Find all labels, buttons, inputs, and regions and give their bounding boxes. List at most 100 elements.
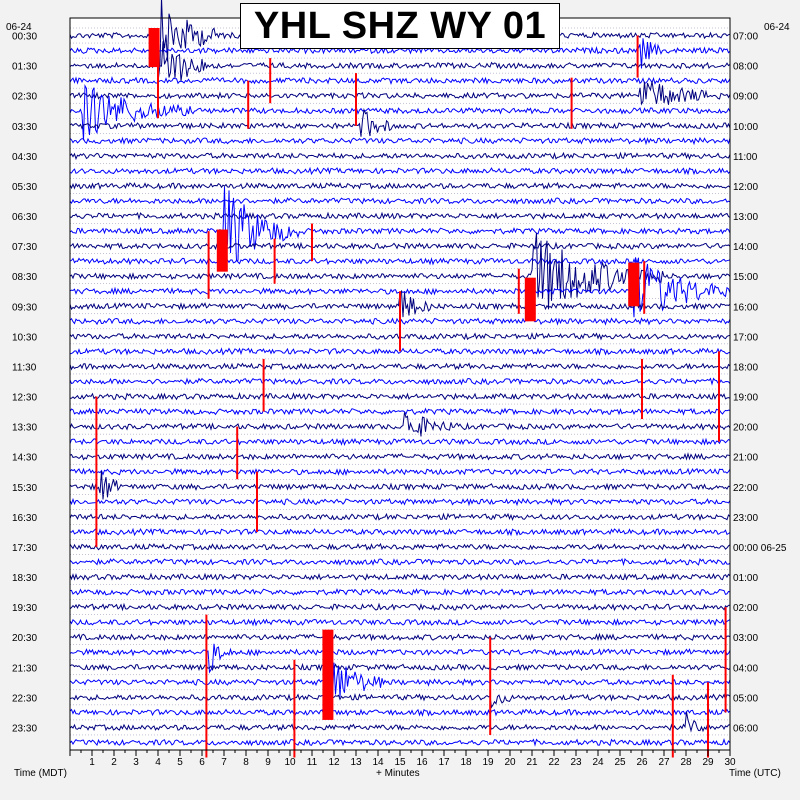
right-hour-label: 18:00 (733, 362, 758, 373)
left-date-label: 06-24 (6, 22, 32, 33)
left-hour-label: 17:30 (12, 543, 37, 554)
right-hour-label: 05:00 (733, 693, 758, 704)
x-tick-label: 18 (460, 757, 472, 768)
trace-line (69, 257, 731, 266)
trace-line (69, 587, 731, 597)
x-tick-label: 14 (372, 757, 384, 768)
right-hour-label: 12:00 (733, 182, 758, 193)
x-tick-label: 9 (265, 757, 271, 768)
trace-line (69, 542, 731, 551)
x-tick-label: 27 (658, 757, 670, 768)
left-hour-label: 00:30 (12, 32, 37, 43)
x-tick-label: 21 (526, 757, 538, 768)
trace-line (69, 527, 731, 537)
trace-line (69, 151, 731, 161)
trace-line (69, 467, 731, 477)
right-hour-label: 07:00 (733, 32, 758, 43)
x-tick-label: 26 (636, 757, 648, 768)
trace-line (69, 708, 731, 717)
left-hour-label: 09:30 (12, 302, 37, 313)
trace-line (69, 241, 731, 251)
x-tick-label: 6 (199, 757, 205, 768)
right-hour-label: 13:00 (733, 212, 758, 223)
left-hour-label: 21:30 (12, 663, 37, 674)
trace-line (69, 632, 731, 642)
clip-block (148, 28, 160, 68)
x-tick-label: 12 (328, 757, 340, 768)
trace-line (69, 618, 731, 627)
x-tick-label: 10 (284, 757, 296, 768)
x-tick-label: 19 (482, 757, 494, 768)
trace-line (69, 377, 731, 386)
x-tick-label: 30 (724, 757, 736, 768)
trace-line (69, 41, 731, 82)
left-axis-label: Time (MDT) (14, 768, 67, 779)
trace-line (69, 452, 731, 461)
x-tick-label: 17 (438, 757, 450, 768)
right-hour-label: 19:00 (733, 393, 758, 404)
trace-line (69, 362, 731, 371)
trace-line (69, 76, 731, 86)
left-hour-label: 14:30 (12, 453, 37, 464)
x-tick-label: 16 (416, 757, 428, 768)
left-hour-label: 10:30 (12, 332, 37, 343)
right-axis-label: Time (UTC) (729, 768, 781, 779)
right-hour-label: 06:00 (733, 723, 758, 734)
left-hour-label: 13:30 (12, 423, 37, 434)
right-hour-label: 04:00 (733, 663, 758, 674)
right-hour-label: 02:00 (733, 603, 758, 614)
chart-title: YHL SHZ WY 01 (253, 4, 547, 47)
x-tick-label: 5 (177, 757, 183, 768)
clip-block (524, 277, 536, 322)
trace-line (69, 196, 731, 205)
trace-line (69, 693, 731, 709)
x-tick-label: 25 (614, 757, 626, 768)
trace-line (69, 166, 731, 176)
left-hour-label: 19:30 (12, 603, 37, 614)
right-hour-labels: 07:00 08:00 09:00 10:00 11:00 12:00 13:00 14:00… (733, 32, 787, 735)
x-tick-label: 22 (548, 757, 560, 768)
left-hour-label: 05:30 (12, 182, 37, 193)
trace-line (69, 107, 731, 137)
x-tick-label: 23 (570, 757, 582, 768)
trace-line (69, 737, 731, 747)
right-hour-label: 03:00 (733, 633, 758, 644)
x-tick-label: 29 (702, 757, 714, 768)
right-hour-label: 15:00 (733, 272, 758, 283)
left-hour-label: 22:30 (12, 693, 37, 704)
right-hour-label: 20:00 (733, 423, 758, 434)
trace-line (69, 407, 731, 416)
trace-line (69, 232, 731, 310)
right-hour-label: 21:00 (733, 453, 758, 464)
right-hour-label: 11:00 (733, 152, 758, 163)
x-tick-label: 8 (243, 757, 249, 768)
x-tick-label: 4 (155, 757, 161, 768)
trace-line (69, 81, 731, 106)
left-hour-label: 12:30 (12, 393, 37, 404)
trace-line (69, 711, 731, 733)
right-hour-label: 16:00 (733, 302, 758, 313)
trace-line (69, 470, 731, 500)
x-tick-label: 7 (221, 757, 227, 768)
right-hour-label: 14:00 (733, 242, 758, 253)
x-tick-label: 24 (592, 757, 604, 768)
trace-line (69, 136, 731, 146)
left-hour-label: 03:30 (12, 122, 37, 133)
x-tick-label: 20 (504, 757, 516, 768)
trace-line (69, 437, 731, 446)
trace-line (69, 602, 731, 612)
left-hour-label: 01:30 (12, 62, 37, 73)
left-hour-label: 23:30 (12, 723, 37, 734)
x-tick-label: 28 (680, 757, 692, 768)
right-hour-label: 22:00 (733, 483, 758, 494)
chart-title-box: YHL SHZ WY 01 (240, 3, 560, 49)
trace-line (69, 497, 731, 507)
left-hour-label: 16:30 (12, 513, 37, 524)
trace-line (69, 412, 731, 437)
x-tick-label: 11 (307, 757, 318, 768)
trace-line (69, 83, 731, 141)
trace-line (69, 347, 731, 356)
right-hour-label: 08:00 (733, 62, 758, 73)
right-date-label: 06-24 (764, 22, 790, 33)
left-hour-label: 11:30 (12, 362, 37, 373)
